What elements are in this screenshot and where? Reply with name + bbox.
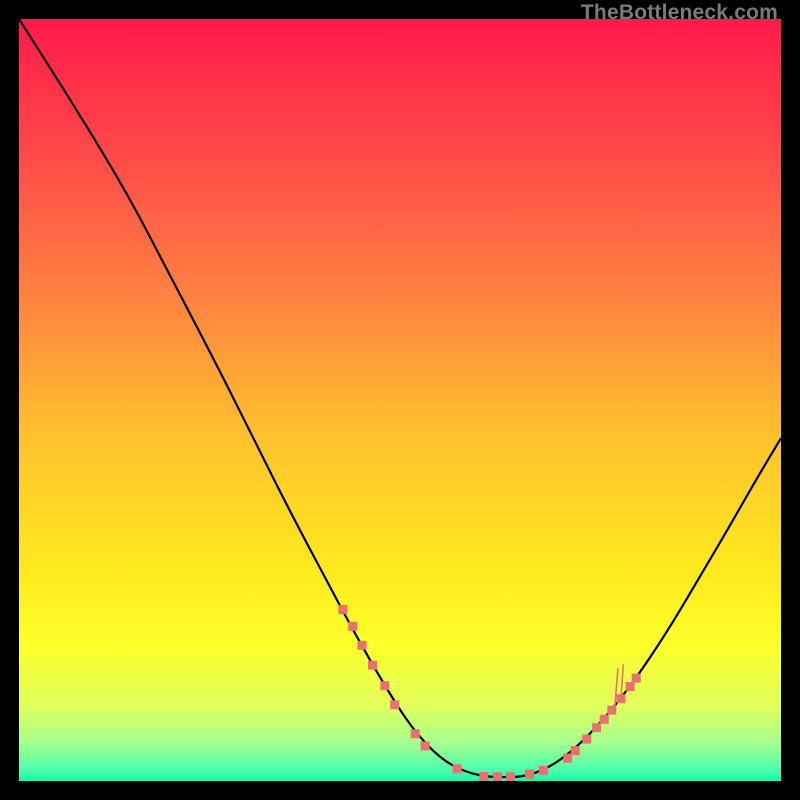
marker-left [411, 729, 420, 738]
marker-left [421, 741, 430, 750]
marker-left [357, 641, 366, 650]
marker-left [368, 661, 377, 670]
marker-right [582, 735, 591, 744]
marker-group [338, 605, 640, 781]
marker-left [338, 605, 347, 614]
marker-right [607, 706, 616, 715]
marker-bottom [525, 770, 534, 779]
plot-area [19, 19, 781, 781]
marker-bottom [506, 772, 515, 781]
marker-right [592, 723, 601, 732]
marker-right [616, 694, 625, 703]
marker-bottom [479, 772, 488, 781]
marker-bottom [493, 772, 502, 781]
bottleneck-curve [19, 19, 781, 777]
marker-right [600, 715, 609, 724]
bottleneck-curve-layer [19, 19, 781, 781]
marker-bottom [539, 766, 548, 775]
marker-left [348, 622, 357, 631]
marker-right [626, 682, 635, 691]
marker-left [380, 681, 389, 690]
marker-bottom [453, 764, 462, 773]
marker-right [632, 674, 641, 683]
marker-right [571, 746, 580, 755]
marker-left [390, 700, 399, 709]
chart-root: TheBottleneck.com [0, 0, 800, 800]
